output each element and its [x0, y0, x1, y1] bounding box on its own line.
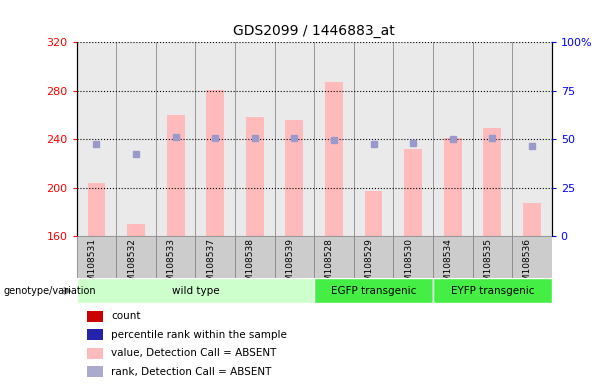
Bar — [394, 236, 433, 278]
Text: GSM108531: GSM108531 — [88, 238, 96, 293]
Bar — [207, 89, 224, 236]
Bar — [444, 138, 462, 236]
Bar — [167, 115, 185, 236]
Text: GSM108530: GSM108530 — [404, 238, 413, 293]
Text: EYFP transgenic: EYFP transgenic — [451, 286, 534, 296]
Bar — [394, 42, 433, 236]
Bar — [433, 236, 473, 278]
Text: EGFP transgenic: EGFP transgenic — [331, 286, 416, 296]
Bar — [433, 42, 473, 236]
Bar — [156, 236, 196, 278]
Bar — [286, 120, 303, 236]
Bar — [246, 118, 264, 236]
Title: GDS2099 / 1446883_at: GDS2099 / 1446883_at — [234, 25, 395, 38]
Text: GSM108533: GSM108533 — [167, 238, 175, 293]
Bar — [523, 204, 541, 236]
Bar — [196, 42, 235, 236]
Text: wild type: wild type — [172, 286, 219, 296]
Bar — [512, 42, 552, 236]
Bar — [235, 236, 275, 278]
Bar — [314, 42, 354, 236]
Bar — [77, 236, 116, 278]
Bar — [473, 236, 512, 278]
Text: GSM108535: GSM108535 — [483, 238, 492, 293]
Bar — [88, 311, 104, 322]
Text: GSM108536: GSM108536 — [523, 238, 532, 293]
Text: value, Detection Call = ABSENT: value, Detection Call = ABSENT — [112, 348, 277, 358]
Text: percentile rank within the sample: percentile rank within the sample — [112, 330, 287, 340]
Bar — [512, 236, 552, 278]
Bar — [275, 236, 314, 278]
Bar — [325, 82, 343, 236]
Bar — [354, 236, 394, 278]
Bar — [127, 224, 145, 236]
Bar — [77, 278, 314, 303]
Bar — [88, 183, 105, 236]
Text: GSM108529: GSM108529 — [365, 238, 373, 293]
Bar — [156, 42, 196, 236]
Bar — [77, 42, 116, 236]
Bar — [196, 236, 235, 278]
Text: GSM108528: GSM108528 — [325, 238, 334, 293]
Bar — [365, 191, 383, 236]
Text: GSM108538: GSM108538 — [246, 238, 255, 293]
Text: count: count — [112, 311, 141, 321]
Text: GSM108534: GSM108534 — [444, 238, 453, 293]
Bar — [116, 42, 156, 236]
Text: genotype/variation: genotype/variation — [3, 286, 96, 296]
Bar — [88, 348, 104, 359]
Bar — [314, 236, 354, 278]
Bar — [235, 42, 275, 236]
Bar — [116, 236, 156, 278]
Bar — [404, 149, 422, 236]
Bar — [354, 42, 394, 236]
Bar — [88, 366, 104, 377]
Text: rank, Detection Call = ABSENT: rank, Detection Call = ABSENT — [112, 367, 272, 377]
Bar — [484, 128, 501, 236]
Bar — [314, 278, 433, 303]
Bar — [433, 278, 552, 303]
Text: GSM108537: GSM108537 — [206, 238, 215, 293]
Bar — [473, 42, 512, 236]
Bar — [275, 42, 314, 236]
Text: GSM108539: GSM108539 — [286, 238, 294, 293]
Bar — [88, 329, 104, 340]
Text: GSM108532: GSM108532 — [127, 238, 136, 293]
